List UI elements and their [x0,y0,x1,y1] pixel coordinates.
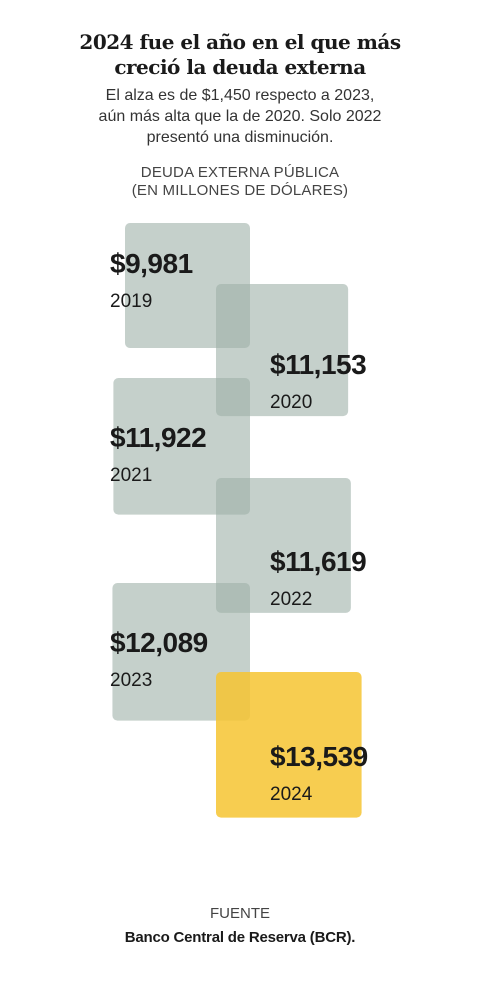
chart-title: 2024 fue el año en el que más creció la … [0,30,480,80]
chart-title-line-2: creció la deuda externa [114,55,366,79]
year-label-2023: 2023 [110,670,152,691]
value-label-2021: $11,922 [110,422,206,453]
chart-subtitle-line-1: El alza es de $1,450 respecto a 2023, [105,87,375,104]
chart-measure-label-line-2: (EN MILLONES DE DÓLARES) [131,182,349,199]
source-text: Banco Central de Reserva (BCR). [124,929,356,946]
year-label-2021: 2021 [110,465,152,486]
source-label: FUENTE [210,905,270,922]
value-square-2022 [216,478,351,613]
value-label-2019: $9,981 [110,248,193,279]
year-label-2019: 2019 [110,291,152,312]
chart-subtitle-line-3: presentó una disminución. [146,129,334,146]
chart-measure-label: DEUDA EXTERNA PÚBLICA (EN MILLONES DE DÓ… [0,164,480,200]
chart-subtitle-line-2: aún más alta que la de 2020. Solo 2022 [98,108,382,125]
chart-subtitle: El alza es de $1,450 respecto a 2023, aú… [0,85,480,148]
value-label-2024: $13,539 [270,741,368,772]
year-label-2020: 2020 [270,392,312,413]
value-label-2023: $12,089 [110,627,208,658]
year-label-2022: 2022 [270,589,312,610]
value-label-2020: $11,153 [270,349,366,380]
value-square-2024 [216,672,362,818]
value-label-2022: $11,619 [270,546,366,577]
value-square-2023 [112,583,250,721]
value-square-2021 [113,378,251,515]
year-label-2024: 2024 [270,784,313,805]
chart-title-line-1: 2024 fue el año en el que más [79,30,401,54]
chart-measure-label-line-1: DEUDA EXTERNA PÚBLICA [140,164,340,181]
